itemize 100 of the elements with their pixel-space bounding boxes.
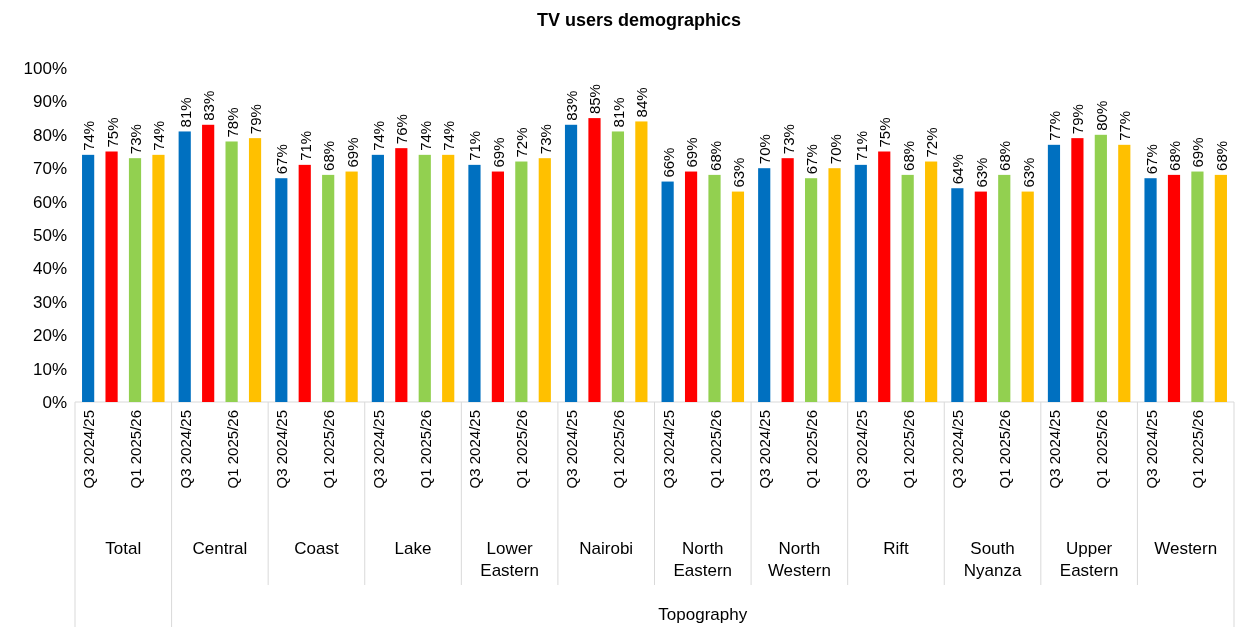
data-label: 72% (513, 127, 531, 158)
data-label: 69% (1189, 137, 1207, 168)
bar (1094, 134, 1107, 402)
bar (1214, 174, 1227, 402)
bar (925, 161, 938, 402)
x-tick-label: Q3 2024/25 (852, 410, 870, 489)
x-tick-label: Q3 2024/25 (466, 410, 484, 489)
x-tick-label: Q3 2024/25 (369, 410, 387, 489)
data-label: 71% (852, 130, 870, 161)
text: Western (1154, 539, 1218, 558)
data-label: 63% (729, 157, 747, 188)
data-label: 72% (923, 127, 941, 158)
bar (418, 154, 431, 402)
data-label: 73% (536, 124, 554, 155)
data-label: 74% (150, 120, 168, 151)
bar (395, 148, 408, 402)
data-label: 79% (1069, 104, 1087, 135)
bar (345, 171, 358, 402)
data-label: 68% (320, 140, 338, 171)
data-label: 67% (273, 144, 291, 175)
y-tick-label: 90% (32, 92, 67, 112)
bar (878, 151, 891, 402)
bar (781, 158, 794, 402)
x-tick-label: Q3 2024/25 (659, 410, 677, 489)
data-label: 73% (127, 124, 145, 155)
bar (178, 131, 191, 402)
bar (758, 168, 771, 402)
y-tick-label: 40% (32, 259, 67, 279)
bar (1167, 174, 1181, 402)
x-tick-label: Q3 2024/25 (273, 410, 291, 489)
bar (805, 178, 818, 402)
bar (491, 171, 504, 402)
bar (974, 191, 987, 402)
bar (248, 138, 262, 402)
y-tick-label: 70% (32, 159, 67, 179)
bar (951, 188, 964, 402)
data-label: 78% (223, 107, 241, 138)
bar (1071, 138, 1084, 402)
data-label: 83% (563, 90, 581, 121)
data-label: 68% (1165, 140, 1183, 171)
data-label: 77% (1045, 110, 1063, 141)
x-tick-label: Q3 2024/25 (949, 410, 967, 489)
bar (635, 121, 648, 402)
data-label: 75% (876, 117, 894, 148)
data-label: 67% (1142, 144, 1160, 175)
bar (275, 178, 288, 402)
y-tick-label: 10% (32, 359, 67, 379)
text: Topography (658, 605, 748, 624)
data-label: 84% (633, 87, 651, 118)
data-label: 74% (440, 120, 458, 151)
bar (828, 168, 841, 402)
data-label: 73% (779, 124, 797, 155)
text: Central (192, 539, 248, 558)
data-label: 76% (393, 114, 411, 145)
bar (1021, 191, 1034, 402)
text: Coast (294, 539, 339, 558)
y-tick-label: 20% (32, 326, 67, 346)
y-tick-label: 80% (32, 125, 67, 145)
data-label: 71% (296, 130, 314, 161)
data-label: 70% (756, 134, 774, 165)
x-tick-label: Q1 2025/26 (1092, 410, 1110, 489)
data-label: 67% (803, 144, 821, 175)
bar (298, 164, 311, 402)
data-label: 85% (586, 84, 604, 115)
bar (442, 154, 455, 402)
x-tick-label: Q1 2025/26 (803, 410, 821, 489)
x-tick-label: Q3 2024/25 (80, 410, 98, 489)
y-tick-label: 60% (32, 192, 67, 212)
data-label: 74% (416, 120, 434, 151)
bar (854, 164, 867, 402)
text: South Nyanza (963, 539, 1022, 580)
bar (1191, 171, 1204, 402)
x-tick-label: Q1 2025/26 (706, 410, 724, 489)
data-label: 71% (466, 130, 484, 161)
text: Upper Eastern (1059, 539, 1119, 580)
x-tick-label: Q1 2025/26 (320, 410, 338, 489)
x-tick-label: Q3 2024/25 (1142, 410, 1160, 489)
bar (998, 174, 1011, 402)
bar (538, 158, 551, 402)
bar (731, 191, 745, 402)
text: North Eastern (673, 539, 733, 580)
data-label: 70% (826, 134, 844, 165)
bar (588, 118, 601, 402)
data-label: 63% (972, 157, 990, 188)
bar (661, 181, 674, 402)
data-label: 68% (996, 140, 1014, 171)
bar (684, 171, 698, 402)
data-label: 77% (1116, 110, 1134, 141)
bar (564, 124, 578, 402)
data-label: 81% (176, 97, 194, 128)
text: Nairobi (579, 539, 634, 558)
data-label: 74% (369, 120, 387, 151)
x-tick-label: Q1 2025/26 (223, 410, 241, 489)
x-tick-label: Q1 2025/26 (996, 410, 1014, 489)
data-label: 66% (659, 147, 677, 178)
text: Total (105, 539, 142, 558)
x-tick-label: Q3 2024/25 (1045, 410, 1063, 489)
bar (515, 161, 528, 402)
y-tick-label: 50% (32, 225, 67, 245)
data-label: 69% (683, 137, 701, 168)
